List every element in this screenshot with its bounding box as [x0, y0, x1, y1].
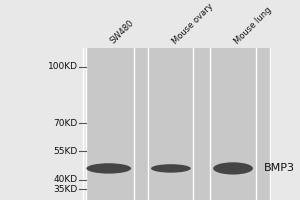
Text: SW480: SW480 — [109, 19, 136, 46]
Ellipse shape — [213, 162, 253, 175]
Text: 55KD: 55KD — [53, 147, 78, 156]
Text: Mouse ovary: Mouse ovary — [171, 1, 215, 46]
Text: 35KD: 35KD — [53, 185, 78, 194]
Text: BMP3: BMP3 — [264, 163, 295, 173]
Text: 70KD: 70KD — [53, 119, 78, 128]
Text: 40KD: 40KD — [53, 175, 78, 184]
Text: 100KD: 100KD — [48, 62, 78, 71]
Ellipse shape — [86, 163, 131, 174]
Ellipse shape — [151, 164, 191, 173]
Text: Mouse lung: Mouse lung — [233, 5, 274, 46]
